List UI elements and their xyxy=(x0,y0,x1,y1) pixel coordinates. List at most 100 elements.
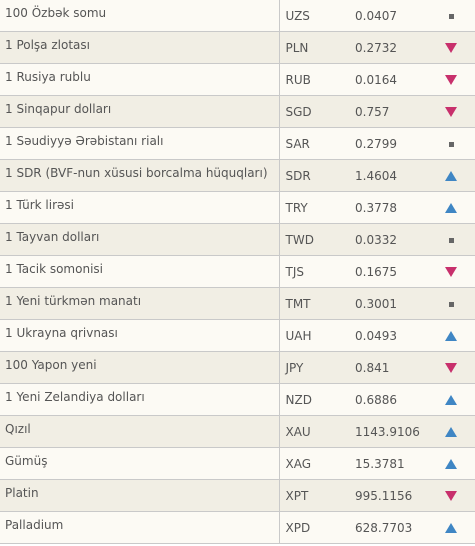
currency-name: 1 Tayvan dolları xyxy=(0,223,279,256)
currency-code: RUB xyxy=(278,63,349,96)
currency-name: 1 Polşa zlotası xyxy=(0,31,279,64)
table-row: 1 Polşa zlotası PLN 0.2732 xyxy=(0,31,475,64)
trend-up-icon xyxy=(445,395,457,405)
currency-code: SDR xyxy=(278,159,349,192)
currency-name: 1 Tacik somonisi xyxy=(0,255,279,288)
table-row: 1 Tayvan dolları TWD 0.0332 xyxy=(0,223,475,256)
exchange-rate-value: 1143.9106 xyxy=(349,415,427,448)
exchange-rate-value: 628.7703 xyxy=(349,511,427,544)
trend-up-icon xyxy=(445,171,457,181)
table-row: Platin XPT 995.1156 xyxy=(0,479,475,512)
table-row: 1 Yeni Zelandiya dolları NZD 0.6886 xyxy=(0,383,475,416)
trend-cell xyxy=(427,223,475,256)
exchange-rate-value: 1.4604 xyxy=(349,159,427,192)
trend-down-icon xyxy=(445,43,457,53)
trend-unchanged-icon xyxy=(448,13,454,19)
trend-cell xyxy=(427,255,475,288)
table-row: 1 Ukrayna qrivnası UAH 0.0493 xyxy=(0,319,475,352)
trend-cell xyxy=(427,447,475,480)
table-row: Qızıl XAU 1143.9106 xyxy=(0,415,475,448)
trend-up-icon xyxy=(445,427,457,437)
trend-cell xyxy=(427,479,475,512)
currency-code: TMT xyxy=(278,287,349,320)
table-row: 1 Türk lirəsi TRY 0.3778 xyxy=(0,191,475,224)
exchange-rate-value: 0.0332 xyxy=(349,223,427,256)
exchange-rate-value: 0.757 xyxy=(349,95,427,128)
currency-code: PLN xyxy=(278,31,349,64)
table-row: 1 Rusiya rublu RUB 0.0164 xyxy=(0,63,475,96)
currency-code: NZD xyxy=(278,383,349,416)
exchange-rate-value: 0.0407 xyxy=(349,0,427,32)
exchange-rate-value: 0.3001 xyxy=(349,287,427,320)
currency-name: 1 Yeni Zelandiya dolları xyxy=(0,383,279,416)
trend-unchanged-icon xyxy=(448,237,454,243)
exchange-rate-value: 0.2799 xyxy=(349,127,427,160)
trend-up-icon xyxy=(445,203,457,213)
currency-name: 1 Türk lirəsi xyxy=(0,191,279,224)
trend-cell xyxy=(427,351,475,384)
exchange-rate-value: 0.841 xyxy=(349,351,427,384)
trend-cell xyxy=(427,383,475,416)
currency-name: Gümüş xyxy=(0,447,279,480)
exchange-rate-value: 0.6886 xyxy=(349,383,427,416)
currency-name: Platin xyxy=(0,479,279,512)
trend-cell xyxy=(427,319,475,352)
table-row: 100 Özbək somu UZS 0.0407 xyxy=(0,0,475,32)
currency-code: SGD xyxy=(278,95,349,128)
exchange-rate-value: 0.2732 xyxy=(349,31,427,64)
trend-cell xyxy=(427,191,475,224)
currency-code: XPT xyxy=(278,479,349,512)
currency-name: 1 Səudiyyə Ərəbistanı rialı xyxy=(0,127,279,160)
currency-name: 1 Ukrayna qrivnası xyxy=(0,319,279,352)
table-row: 1 Sinqapur dolları SGD 0.757 xyxy=(0,95,475,128)
trend-unchanged-icon xyxy=(448,301,454,307)
currency-code: UZS xyxy=(278,0,349,32)
currency-name: 1 Sinqapur dolları xyxy=(0,95,279,128)
trend-cell xyxy=(427,95,475,128)
currency-name: 1 SDR (BVF-nun xüsusi borcalma hüquqları… xyxy=(0,159,279,192)
table-row: Gümüş XAG 15.3781 xyxy=(0,447,475,480)
trend-cell xyxy=(427,511,475,544)
exchange-rate-value: 15.3781 xyxy=(349,447,427,480)
currency-code: TJS xyxy=(278,255,349,288)
table-row: Palladium XPD 628.7703 xyxy=(0,511,475,544)
trend-unchanged-icon xyxy=(448,141,454,147)
currency-code: JPY xyxy=(278,351,349,384)
table-row: 1 SDR (BVF-nun xüsusi borcalma hüquqları… xyxy=(0,159,475,192)
trend-cell xyxy=(427,63,475,96)
exchange-rate-value: 0.3778 xyxy=(349,191,427,224)
trend-cell xyxy=(427,415,475,448)
trend-cell xyxy=(427,31,475,64)
exchange-rate-value: 0.0164 xyxy=(349,63,427,96)
currency-name: Qızıl xyxy=(0,415,279,448)
currency-code: TWD xyxy=(278,223,349,256)
trend-cell xyxy=(427,287,475,320)
currency-name: Palladium xyxy=(0,511,279,544)
trend-down-icon xyxy=(445,363,457,373)
exchange-rate-value: 995.1156 xyxy=(349,479,427,512)
trend-down-icon xyxy=(445,107,457,117)
currency-code: XPD xyxy=(278,511,349,544)
trend-cell xyxy=(427,0,475,32)
currency-code: UAH xyxy=(278,319,349,352)
currency-name: 100 Yapon yeni xyxy=(0,351,279,384)
currency-code: TRY xyxy=(278,191,349,224)
exchange-rate-value: 0.1675 xyxy=(349,255,427,288)
trend-up-icon xyxy=(445,459,457,469)
exchange-rate-value: 0.0493 xyxy=(349,319,427,352)
trend-down-icon xyxy=(445,491,457,501)
trend-cell xyxy=(427,127,475,160)
currency-name: 1 Rusiya rublu xyxy=(0,63,279,96)
trend-down-icon xyxy=(445,75,457,85)
trend-up-icon xyxy=(445,523,457,533)
table-row: 1 Tacik somonisi TJS 0.1675 xyxy=(0,255,475,288)
trend-cell xyxy=(427,159,475,192)
currency-name: 100 Özbək somu xyxy=(0,0,279,32)
table-row: 1 Səudiyyə Ərəbistanı rialı SAR 0.2799 xyxy=(0,127,475,160)
trend-down-icon xyxy=(445,267,457,277)
currency-code: SAR xyxy=(278,127,349,160)
table-row: 100 Yapon yeni JPY 0.841 xyxy=(0,351,475,384)
table-row: 1 Yeni türkmən manatı TMT 0.3001 xyxy=(0,287,475,320)
currency-code: XAG xyxy=(278,447,349,480)
